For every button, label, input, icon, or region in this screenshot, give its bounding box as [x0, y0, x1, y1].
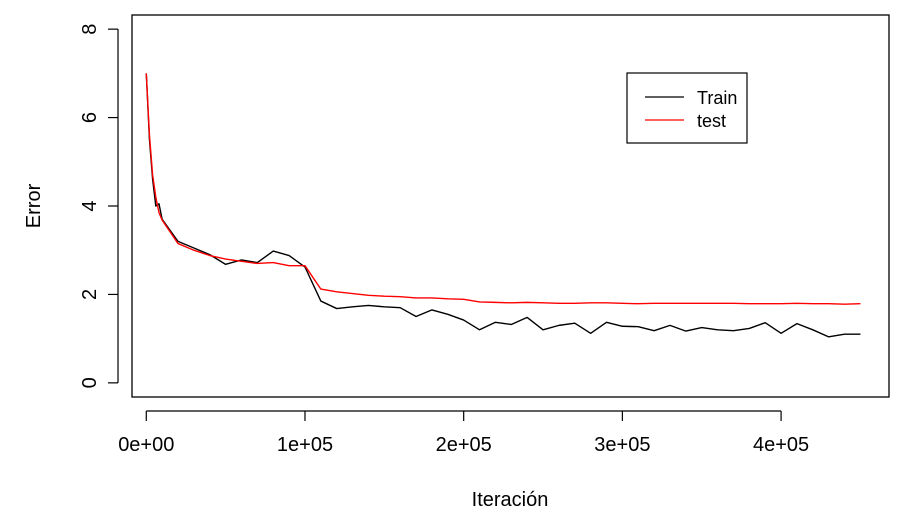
series-line-test — [145, 73, 861, 305]
legend-test-label: test — [697, 111, 726, 131]
y-axis: 0 2 4 6 8 — [79, 24, 119, 388]
x-axis-label: Iteración — [472, 489, 549, 511]
x-tick-label: 0e+00 — [118, 434, 174, 456]
y-tick-label: 0 — [79, 377, 101, 388]
series-line-train — [145, 73, 861, 338]
x-tick-label: 3e+05 — [594, 434, 650, 456]
legend-box — [626, 72, 748, 144]
y-tick-label: 4 — [79, 200, 101, 211]
series-layer — [145, 73, 861, 338]
y-tick-label: 6 — [79, 112, 101, 123]
y-tick-label: 2 — [79, 289, 101, 300]
x-tick-label: 1e+05 — [277, 434, 333, 456]
y-tick-label: 8 — [79, 24, 101, 35]
x-tick-label: 2e+05 — [436, 434, 492, 456]
plot-frame — [131, 14, 890, 398]
legend-train-label: Train — [697, 88, 737, 108]
x-axis: 0e+00 1e+05 2e+05 3e+05 4e+05 — [118, 410, 809, 456]
x-tick-label: 4e+05 — [753, 434, 809, 456]
y-axis-label: Error — [23, 183, 45, 228]
legend: Train test — [626, 72, 748, 144]
